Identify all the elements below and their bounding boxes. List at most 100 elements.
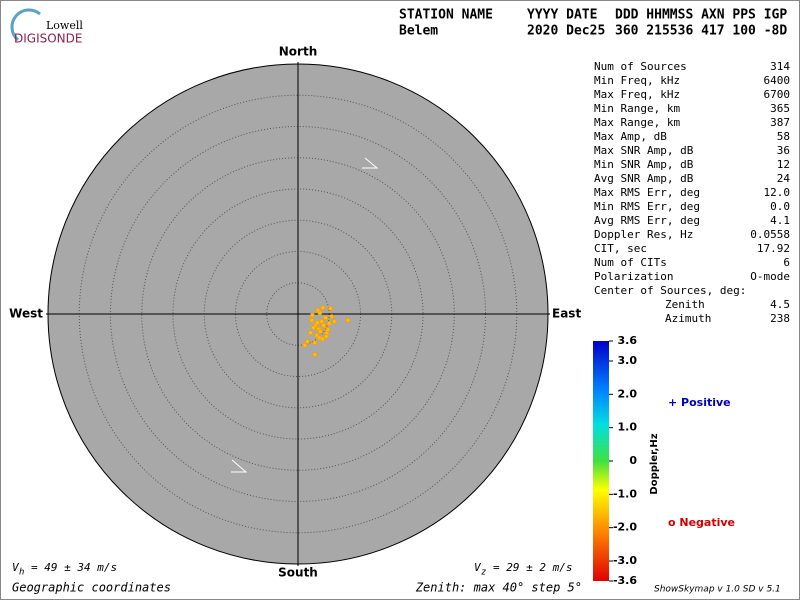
stat-label: Num of CITs [594,256,667,269]
header-value: 2020 Dec25 [527,24,605,39]
vh-symbol: V [12,561,20,574]
colorbar-tick-label: 1.0 [618,421,638,434]
source-point [320,305,326,311]
vh-sub: h [19,568,24,578]
stat-label: Azimuth [665,312,711,325]
logo-swoosh [10,8,41,42]
source-point [323,315,328,321]
compass-label: South [278,566,318,580]
stat-value: 0.0 [770,200,790,213]
source-point [308,330,313,336]
stat-value: 24 [777,172,791,185]
stat-label: Min SNR Amp, dB [594,158,694,171]
colorbar-tick-label: 3.0 [618,354,638,367]
colorbar-tick-label: -3.0 [613,554,637,567]
source-point [309,317,315,323]
header-value: 360 215536 417 100 -8D [615,24,787,39]
legend-negative: o Negative [668,516,735,529]
stat-value: O-mode [750,270,790,283]
source-point [304,339,310,344]
footer: V h = 49 ± 34 m/s V z = 29 ± 2 m/s Geogr… [12,561,781,595]
vz-symbol: V [474,561,482,574]
source-point [321,322,327,328]
stat-value: 17.92 [757,242,790,255]
stat-label: Max Freq, kHz [594,88,680,101]
colorbar-title: Doppler,Hz [649,433,660,494]
logo-top: Lowell [46,19,83,32]
vz-text: = 29 ± 2 m/s [493,561,572,574]
coords: Geographic coordinates [12,581,171,595]
compass-label: North [279,45,317,59]
source-point [316,335,322,341]
colorbar-tick-label: -2.0 [613,521,637,534]
stat-value: 6 [783,256,790,269]
version: ShowSkymap v 1.0 SD v 5.1 [654,585,781,595]
header-value: Belem [399,24,438,39]
stat-label: Max RMS Err, deg [594,186,700,199]
stat-value: 58 [777,130,790,143]
compass-label: East [552,307,581,321]
stat-value: 314 [770,60,790,73]
stat-value: 36 [777,144,790,157]
stat-label: Min RMS Err, deg [594,200,700,213]
stat-value: 12 [777,158,790,171]
stat-label: Doppler Res, Hz [594,228,693,241]
colorbar-tick-label: 2.0 [618,387,638,400]
stat-label: Min Freq, kHz [594,74,680,87]
header-label: STATION NAME [399,8,493,23]
stat-value: 365 [770,102,790,115]
stat-value: 238 [770,312,790,325]
source-point [326,320,332,326]
legend-positive: + Positive [668,396,731,409]
source-point [311,325,317,331]
stat-label: CIT, sec [594,242,647,255]
stat-value: 0.0558 [750,228,790,241]
arrow-marker [231,459,248,473]
stat-label: Avg SNR Amp, dB [594,172,694,185]
colorbar-ticks: 3.6 3.0 2.0 1.0 0 -1.0 -2.0 -3.0 -3.6 [609,334,637,587]
stat-label: Zenith [665,298,705,311]
zenith-info: Zenith: max 40° step 5° [415,581,582,595]
vh-text: = 49 ± 34 m/s [31,561,117,574]
colorbar-tick-label: 0 [629,454,637,467]
stat-label: Min Range, km [594,102,680,115]
colorbar-tick-label: 3.6 [618,334,638,347]
logo-bottom: DIGISONDE [14,32,82,46]
compass-label: West [9,307,43,321]
vz-sub: z [481,568,486,578]
stat-label: Max SNR Amp, dB [594,144,694,157]
source-point [329,314,335,319]
stat-value: 6400 [764,74,791,87]
source-point [331,319,337,324]
source-point [314,320,320,326]
stat-label: Max Range, km [594,116,680,129]
header-label: DDD HHMMSS AXN PPS IGP [615,8,787,23]
source-point [323,334,329,339]
source-point [318,329,323,334]
center-title: Center of Sources, deg: [594,284,746,297]
stat-label: Avg RMS Err, deg [594,214,700,227]
stat-label: Num of Sources [594,60,687,73]
stats-table: Num of Sources 314 Min Freq, kHz 6400 Max Fr… [594,60,790,283]
source-point [312,340,318,346]
source-point [309,312,315,318]
source-point [312,352,318,358]
colorbar-tick-label: -3.6 [613,574,637,587]
stat-value: 4.1 [770,214,790,227]
colorbar-tick-label: -1.0 [613,487,637,500]
stat-value: 4.5 [770,298,790,311]
source-point [319,319,325,324]
source-point [317,310,323,316]
stat-value: 6700 [764,88,791,101]
source-point [302,342,308,348]
stat-label: Polarization [594,270,673,283]
header-label: YYYY DATE [527,8,597,23]
arrow-marker [362,157,379,169]
source-point [328,305,333,311]
stat-value: 12.0 [764,186,791,199]
source-point [345,317,351,323]
stat-label: Max Amp, dB [594,130,667,143]
source-point [325,327,331,333]
stat-value: 387 [770,116,790,129]
